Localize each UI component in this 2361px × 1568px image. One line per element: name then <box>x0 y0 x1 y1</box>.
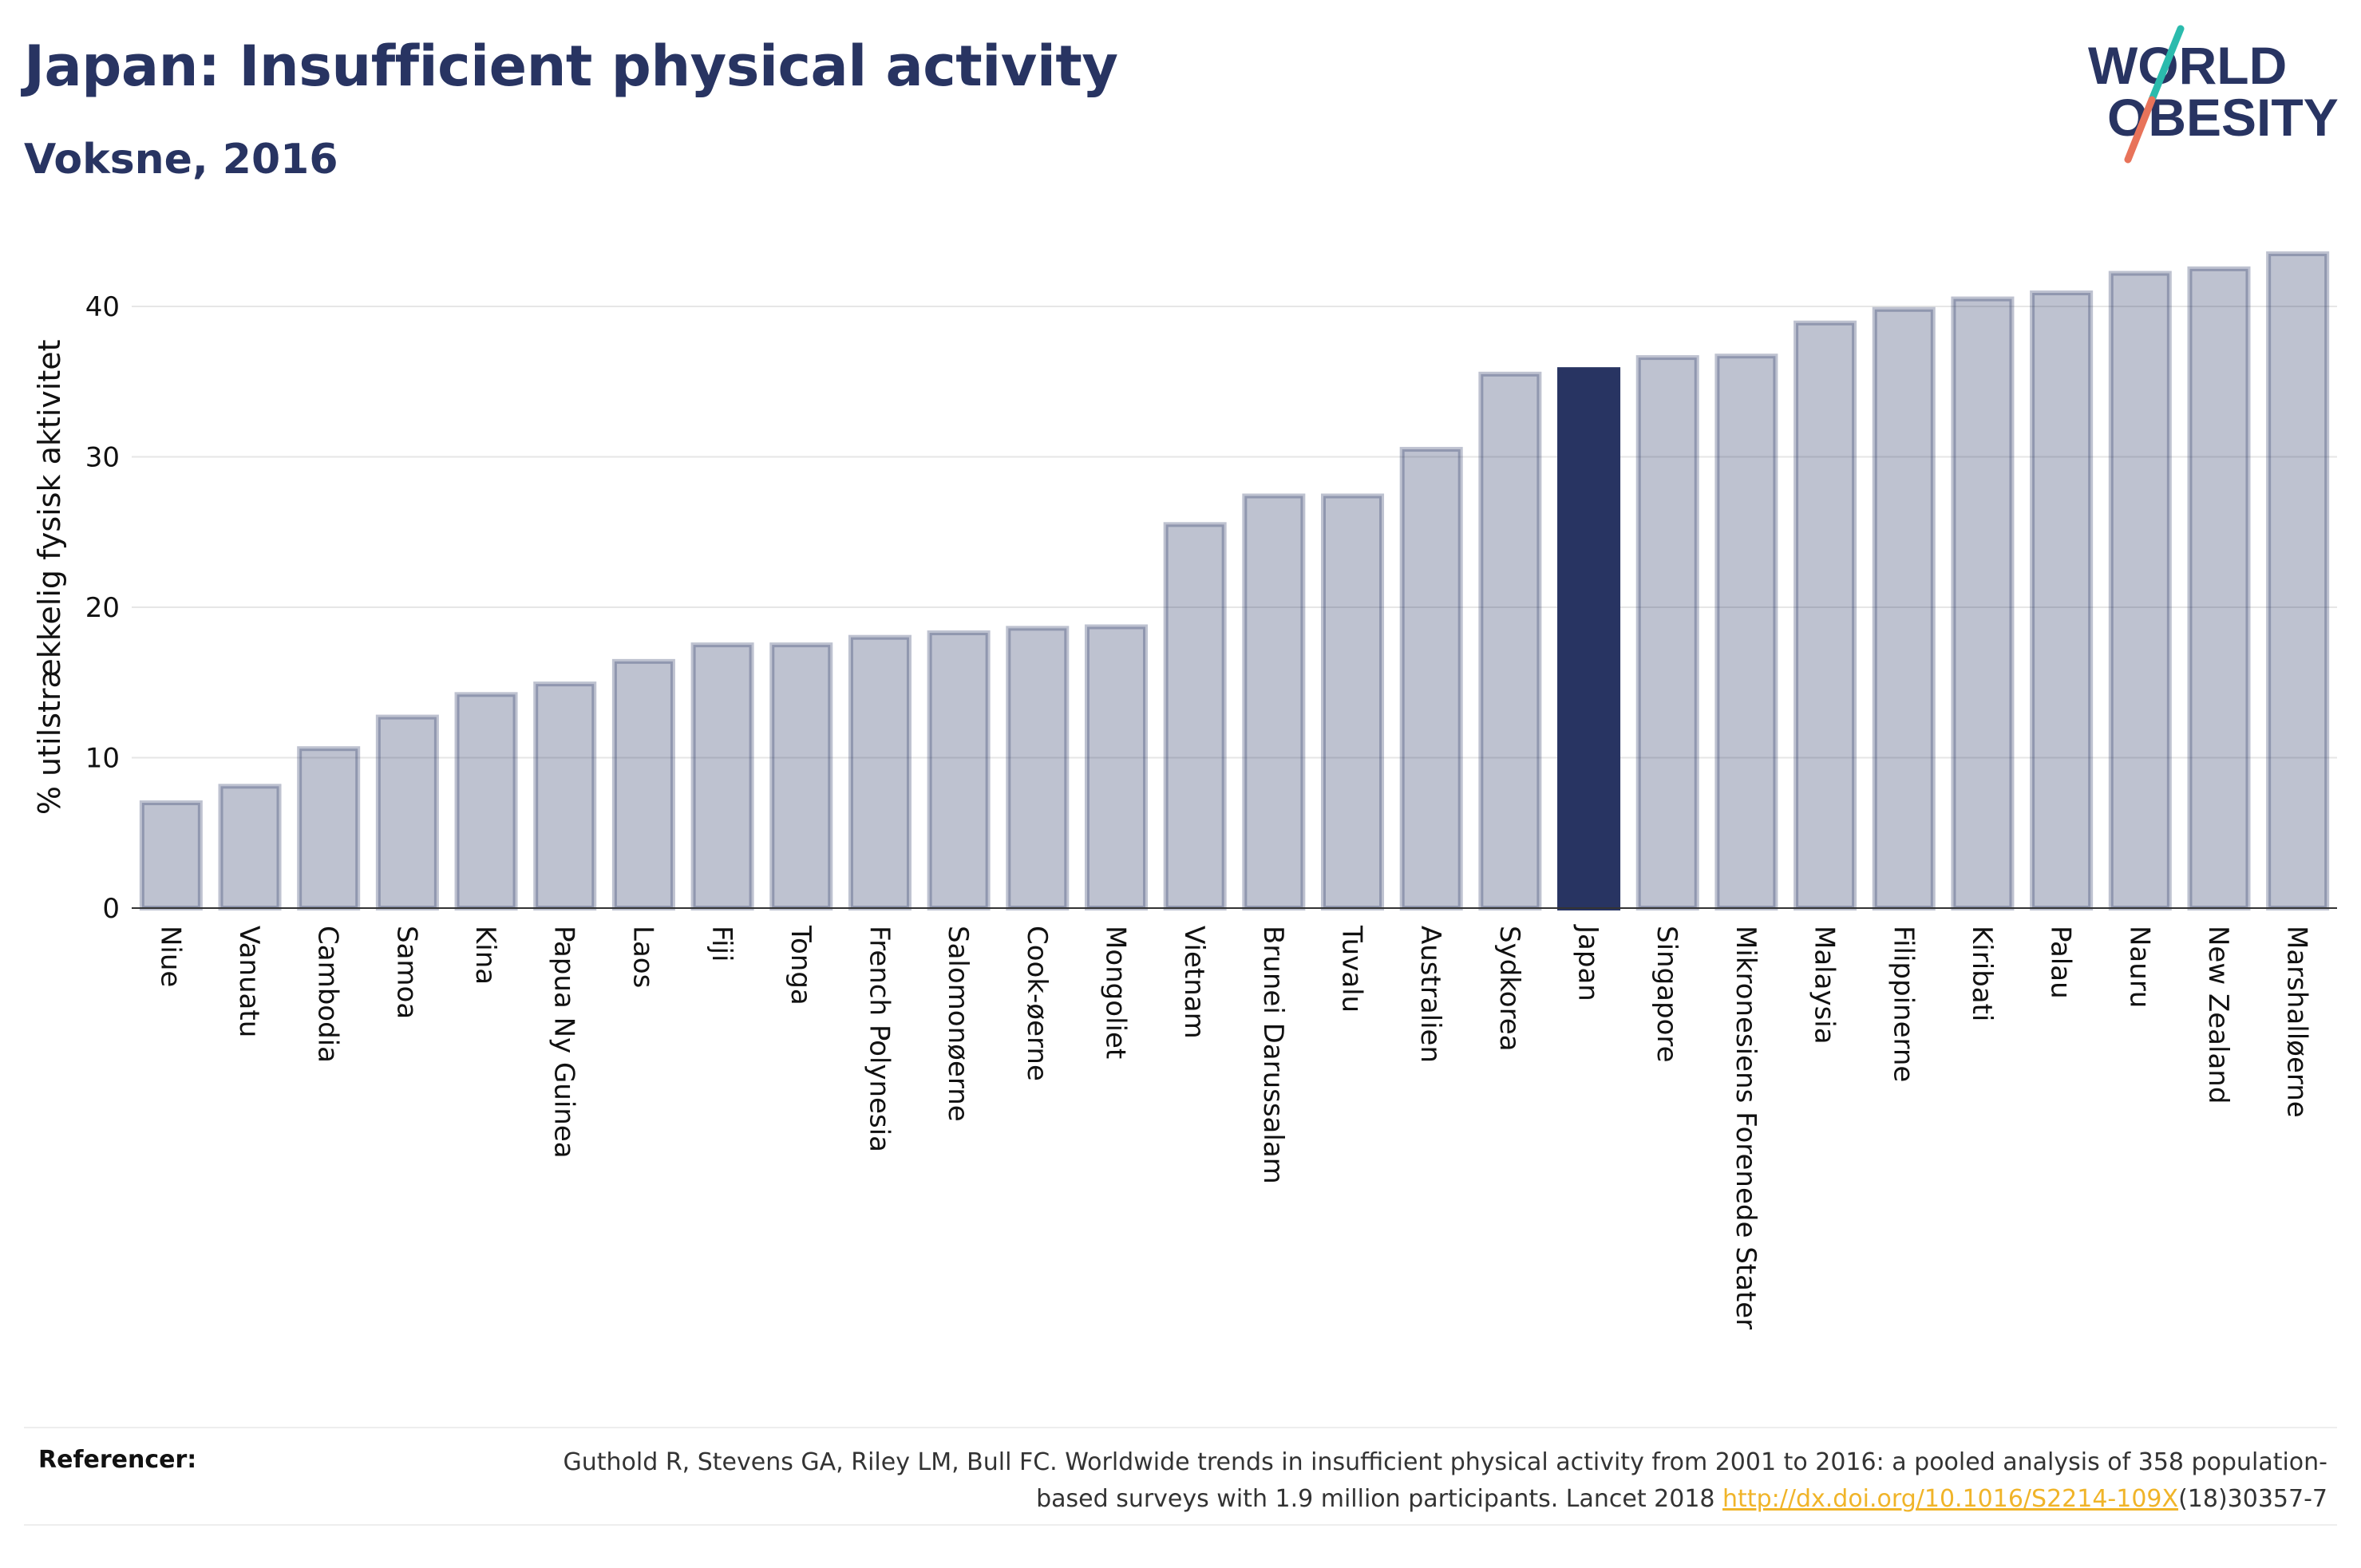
x-tick-label: Vanuatu <box>233 926 265 1037</box>
x-tick-label: Cook-øerne <box>1021 926 1053 1081</box>
chart-subtitle: Voksne, 2016 <box>24 136 338 184</box>
x-tick-label: Japan <box>1572 924 1604 1001</box>
bar-kiribati <box>1951 296 2015 910</box>
x-tick-label: Kiribati <box>1966 926 1998 1021</box>
x-tick-label: Niue <box>154 926 186 987</box>
bar-cambodia <box>297 746 361 910</box>
bar-filippinerne <box>1872 306 1936 910</box>
logo-text-world: WORLD <box>2088 36 2287 95</box>
x-tick-label: New Zealand <box>2202 926 2234 1104</box>
bar-brunei-darussalam <box>1242 493 1306 910</box>
x-tick-label: Singapore <box>1651 926 1683 1063</box>
x-tick-label: Vietnam <box>1178 926 1210 1039</box>
y-axis-label: % utilstrækkelig fysisk aktivitet <box>32 339 67 815</box>
bar-mikronesiens-forenede-stater <box>1714 353 1778 910</box>
x-tick-label: Palau <box>2045 926 2077 999</box>
x-tick-label: Fiji <box>706 926 738 962</box>
bar-tonga <box>769 642 833 910</box>
bar-laos <box>611 658 675 910</box>
bar-mongoliet <box>1084 624 1148 910</box>
x-tick-label: Filippinerne <box>1887 926 1919 1082</box>
x-tick-label: Cambodia <box>312 926 344 1063</box>
divider-top <box>24 1427 2337 1428</box>
y-tick-label: 10 <box>85 743 120 775</box>
x-tick-label: Brunei Darussalam <box>1257 926 1289 1184</box>
x-tick-label: Papua Ny Guinea <box>548 926 580 1159</box>
references-citation-suffix: (18)30357-7 <box>2178 1485 2327 1513</box>
x-tick-label: Mikronesiens Forenede Stater <box>1730 926 1762 1329</box>
references-label: Referencer: <box>38 1446 197 1474</box>
world-obesity-logo: WORLD OBESITY <box>2088 25 2339 164</box>
x-tick-label: Tonga <box>785 925 817 1005</box>
bar-marshall-erne <box>2266 251 2330 910</box>
logo-slash-bottom-icon <box>2124 96 2156 164</box>
x-tick-label: Salomonøerne <box>942 926 974 1122</box>
logo-slash-top-icon <box>2148 25 2185 104</box>
x-tick-label: Kina <box>469 926 501 985</box>
bar-australien <box>1399 447 1463 910</box>
bar-kina <box>454 692 518 911</box>
chart-title: Japan: Insufficient physical activity <box>24 34 1118 99</box>
bar-cook-erne <box>1006 626 1070 910</box>
bar-papua-ny-guinea <box>533 681 597 910</box>
divider-bottom <box>24 1524 2337 1526</box>
bar-tuvalu <box>1321 493 1385 910</box>
bar-vietnam <box>1163 522 1227 910</box>
bar-niue <box>139 800 203 910</box>
y-tick-label: 40 <box>85 291 120 323</box>
bar-palau <box>2030 290 2094 911</box>
x-tick-label: Samoa <box>390 926 422 1019</box>
references-citation: Guthold R, Stevens GA, Riley LM, Bull FC… <box>563 1448 2327 1513</box>
references-text: Guthold R, Stevens GA, Riley LM, Bull FC… <box>492 1444 2327 1518</box>
y-tick-label: 0 <box>102 893 120 925</box>
x-tick-label: Nauru <box>2123 926 2155 1008</box>
x-tick-label: Sydkorea <box>1493 926 1525 1052</box>
bar-salomon-erne <box>927 630 991 910</box>
x-tick-label: Tuvalu <box>1336 925 1368 1013</box>
references-doi-link[interactable]: http://dx.doi.org/10.1016/S2214-109X <box>1722 1485 2179 1513</box>
bar-singapore <box>1635 355 1699 910</box>
bar-fiji <box>690 642 754 910</box>
bar-malaysia <box>1793 320 1857 910</box>
bar-vanuatu <box>218 784 282 910</box>
y-tick-label: 20 <box>85 592 120 624</box>
bar-french-polynesia <box>848 634 912 910</box>
x-tick-label: Australien <box>1414 926 1446 1063</box>
bar-samoa <box>375 714 439 910</box>
x-tick-label: Malaysia <box>1809 926 1841 1045</box>
bar-japan <box>1557 367 1621 911</box>
bar-sydkorea <box>1478 371 1542 910</box>
y-tick-label: 30 <box>85 442 120 474</box>
x-tick-label: French Polynesia <box>863 926 895 1152</box>
x-tick-label: Marshalløerne <box>2281 926 2313 1118</box>
bar-chart: 0 10 20 30 40 Niue Vanuatu Cambodia Samoa Kina Pa… <box>32 251 2337 1329</box>
x-tick-label: Mongoliet <box>1099 926 1131 1059</box>
bar-new-zealand <box>2187 266 2251 910</box>
x-tick-label: Laos <box>627 926 658 988</box>
bar-nauru <box>2108 271 2172 910</box>
